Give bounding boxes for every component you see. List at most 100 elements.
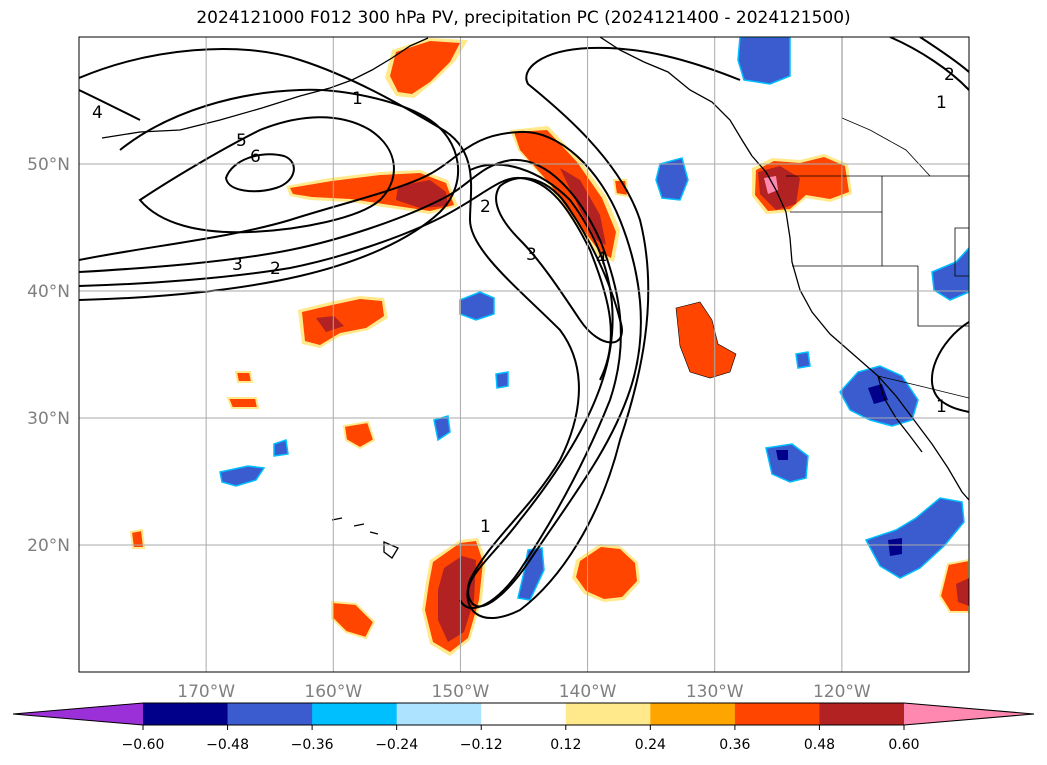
pv-label-4: 4 xyxy=(92,103,103,123)
map-frame xyxy=(78,36,970,673)
precip-blob-w1 xyxy=(234,371,254,383)
precip-blob-pnw-peak xyxy=(764,176,778,194)
pv-label-6: 6 xyxy=(250,147,261,167)
pv-label-5: 5 xyxy=(236,131,247,151)
neg-blob-cal-coast xyxy=(931,246,969,301)
lon-tick-label-1: 160°W xyxy=(304,682,362,702)
pv-label-1-southeast: 1 xyxy=(936,397,947,417)
neg-blob-mexico xyxy=(765,443,809,483)
pv-contour-4-ridge xyxy=(79,176,612,381)
border-us-mexico xyxy=(877,375,969,399)
lat-tick-label-2: 30°N xyxy=(27,409,70,429)
colorbar-segment-3 xyxy=(396,703,482,725)
colorbar-segment-2 xyxy=(312,703,398,725)
precip-blob-w2 xyxy=(226,397,260,409)
lon-tick-label-0: 170°W xyxy=(177,682,235,702)
pv-contour-inner-loop xyxy=(495,177,623,344)
colorbar-extend-min xyxy=(13,703,143,725)
pv-label-2-west: 2 xyxy=(270,259,281,279)
neg-blob-sw xyxy=(219,465,266,487)
pv-contour-1-east xyxy=(889,37,969,91)
pv-contour-gulf-loop-outer xyxy=(79,88,460,301)
coastline-alaska-panhandle xyxy=(599,37,753,157)
colorbar-segment-6 xyxy=(650,703,736,725)
colorbar-segment-5 xyxy=(565,703,651,725)
colorbar-label-2: −0.36 xyxy=(291,737,334,753)
colorbar-label-4: −0.12 xyxy=(460,737,503,753)
colorbar-label-1: −0.48 xyxy=(206,737,249,753)
pv-contour-labels: 4 1 5 6 3 2 2 3 4 1 2 1 1 xyxy=(92,65,955,537)
lat-tick-label-3: 20°N xyxy=(27,536,70,556)
precip-blob-w4 xyxy=(129,528,146,549)
neg-blob-hawaii-east xyxy=(517,547,545,601)
colorbar-segment-4 xyxy=(481,703,567,725)
neg-blob-baja-dark xyxy=(868,384,888,404)
colorbar-label-7: 0.36 xyxy=(719,737,750,753)
colorbar-label-6: 0.24 xyxy=(635,737,666,753)
pv-contour-1-ridge xyxy=(79,46,741,620)
colorbar-label-5: 0.12 xyxy=(550,737,581,753)
precip-blob-mid-pacific-core xyxy=(302,299,384,345)
colorbar-segment-1 xyxy=(227,703,313,725)
pv-label-4-ridge: 4 xyxy=(596,249,607,269)
map-panel: 4 1 5 6 3 2 2 3 4 1 2 1 1 170°W 160°W 150°… xyxy=(27,36,970,702)
pv-contour-4-west xyxy=(79,89,141,121)
border-nv xyxy=(917,266,969,327)
precip-blob-mid-pacific-max xyxy=(316,316,344,332)
border-az xyxy=(954,227,969,277)
gridlines xyxy=(79,37,969,672)
precip-blob-ne-pacific-ridge-max xyxy=(560,168,606,245)
pv-contour-6 xyxy=(224,153,295,193)
neg-blob-mexico-dark xyxy=(776,450,788,460)
neg-blob-nw-pac xyxy=(655,157,689,201)
negative-precip-anomalies xyxy=(219,37,969,601)
hawaii-islands xyxy=(331,517,399,559)
lon-tick-label-5: 120°W xyxy=(813,682,871,702)
precip-blob-gulf-of-alaska-core xyxy=(390,41,460,94)
colorbar-label-8: 0.48 xyxy=(804,737,835,753)
pv-label-1-south: 1 xyxy=(480,517,491,537)
lon-tick-label-2: 150°W xyxy=(432,682,490,702)
colorbar-segment-7 xyxy=(734,703,820,725)
precip-blob-southeast-core xyxy=(576,547,637,599)
precip-blob-w5 xyxy=(331,600,376,640)
colorbar-segment-0 xyxy=(143,703,229,725)
colorbar-label-3: −0.24 xyxy=(375,737,418,753)
pv-contour-3-ridge xyxy=(79,158,622,610)
precipitation-field: 4 1 5 6 3 2 2 3 4 1 2 1 1 xyxy=(79,37,969,656)
colorbar-extend-max xyxy=(904,703,1034,725)
precip-blob-east-pacific xyxy=(675,301,737,379)
pv-label-3-west: 3 xyxy=(232,255,243,275)
lat-tick-label-0: 50°N xyxy=(27,155,70,175)
neg-blob-north xyxy=(737,37,791,85)
pv-contour-5 xyxy=(138,116,395,234)
pv-label-1-east: 1 xyxy=(936,93,947,113)
lon-tick-label-4: 130°W xyxy=(686,682,744,702)
coastline-alaska xyxy=(101,37,429,139)
colorbar: −0.60 −0.48 −0.36 −0.24 −0.12 0.12 0.24 0.36 0.4… xyxy=(12,702,1035,753)
pv-label-3-ridge: 3 xyxy=(526,245,537,265)
neg-blob-small3 xyxy=(273,439,289,457)
neg-blob-se xyxy=(864,497,965,579)
colorbar-label-0: −0.60 xyxy=(122,737,165,753)
pv-contour-1-southeast xyxy=(930,321,969,413)
coastline-canada-us-west xyxy=(751,155,969,501)
neg-blob-se-dark xyxy=(888,538,902,556)
lat-tick-label-1: 40°N xyxy=(27,282,70,302)
pv-label-1-alaska: 1 xyxy=(352,89,363,109)
precip-blob-jet-band-max xyxy=(396,180,448,208)
precip-blob-w6 xyxy=(612,179,630,198)
pv-label-2-east: 2 xyxy=(944,65,955,85)
precip-blob-w3 xyxy=(342,420,376,450)
precip-blob-hawaii-south-max xyxy=(438,556,476,642)
lon-tick-label-3: 140°W xyxy=(559,682,617,702)
colorbar-segment-8 xyxy=(819,703,905,725)
pv-label-2-ridge: 2 xyxy=(480,197,491,217)
neg-blob-small2 xyxy=(433,415,451,442)
precip-blob-far-se-max xyxy=(956,578,969,606)
pv-contours xyxy=(79,37,969,620)
neg-blob-small1 xyxy=(495,371,509,389)
neg-blob-small4 xyxy=(795,351,811,369)
pv-contour-2-east xyxy=(919,37,969,73)
